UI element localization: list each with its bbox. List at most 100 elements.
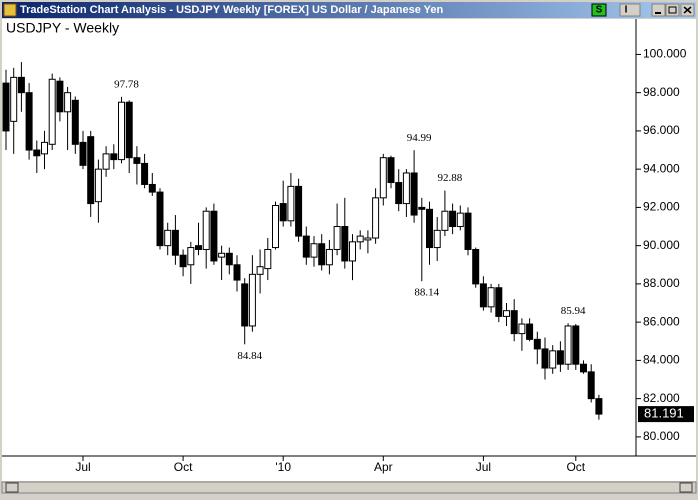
- candle-body: [456, 212, 464, 228]
- candle-body: [141, 162, 149, 185]
- price-annotation: 94.99: [407, 132, 432, 144]
- candle-body: [148, 183, 156, 193]
- candle-body: [479, 283, 487, 308]
- candle-body: [295, 185, 303, 237]
- candle-body: [349, 241, 356, 262]
- candle-body: [287, 185, 295, 222]
- candle-body: [379, 157, 387, 199]
- candle-body: [564, 325, 572, 365]
- candle-body: [264, 248, 272, 270]
- candle-body: [41, 141, 48, 155]
- candle-body: [318, 243, 326, 266]
- candle-body: [133, 157, 141, 164]
- y-tick-label: 84.000: [643, 353, 680, 367]
- candle-body: [410, 172, 418, 216]
- title-bar: [2, 2, 696, 18]
- price-annotation: 97.78: [114, 78, 139, 90]
- candle-body: [94, 168, 102, 203]
- price-annotation: 84.84: [237, 350, 262, 362]
- i-button-label: I: [625, 5, 628, 16]
- x-tick-label: Apr: [374, 460, 393, 474]
- candle-body: [487, 287, 495, 308]
- minimize-button[interactable]: [651, 3, 666, 17]
- candle-body: [549, 350, 557, 369]
- x-tick-label: Oct: [174, 460, 193, 474]
- candle-body: [418, 206, 426, 210]
- s-button-label: S: [596, 5, 603, 16]
- y-tick-label: 80.000: [643, 429, 680, 443]
- maximize-button[interactable]: [665, 3, 680, 17]
- candle-body: [71, 99, 79, 145]
- x-tick-label: '10: [275, 460, 291, 474]
- last-price-label: 81.191: [644, 406, 684, 421]
- y-tick-label: 88.000: [643, 276, 680, 290]
- close-icon: [683, 6, 692, 14]
- price-annotation: 85.94: [561, 305, 586, 317]
- candle-body: [64, 92, 72, 113]
- candle-body: [272, 204, 279, 249]
- candle-body: [25, 92, 33, 151]
- y-tick-label: 90.000: [643, 238, 680, 252]
- candle-body: [179, 254, 187, 268]
- candle-body: [10, 76, 18, 122]
- price-annotation: 88.14: [414, 287, 439, 299]
- candle-body: [195, 245, 202, 250]
- candle-body: [518, 323, 526, 335]
- candle-body: [580, 363, 587, 373]
- candle-body: [248, 273, 256, 327]
- candle-body: [595, 398, 603, 415]
- candle-body: [333, 226, 341, 250]
- candle-body: [241, 283, 249, 327]
- last-price-box: [638, 406, 694, 423]
- candle-body: [118, 101, 125, 161]
- y-tick-label: 92.000: [643, 200, 680, 214]
- candle-body: [449, 210, 457, 228]
- candle-body: [510, 310, 518, 335]
- scrollbar[interactable]: [1, 481, 697, 494]
- candle-body: [187, 247, 195, 266]
- candle-body: [33, 149, 41, 157]
- x-tick-label: Jul: [476, 460, 491, 474]
- window-title: TradeStation Chart Analysis - USDJPY Wee…: [20, 4, 444, 16]
- candle-body: [441, 210, 449, 231]
- candle-body: [218, 252, 226, 258]
- y-tick-label: 86.000: [643, 314, 680, 328]
- candle-body: [79, 141, 87, 166]
- candle-body: [102, 153, 110, 170]
- candle-body: [395, 182, 403, 205]
- y-tick-label: 100.000: [643, 47, 687, 61]
- candle-body: [572, 325, 580, 365]
- candle-body: [364, 237, 372, 241]
- i-button[interactable]: [619, 3, 641, 17]
- y-tick-label: 82.000: [643, 391, 680, 405]
- candle-body: [110, 153, 118, 161]
- candle-body: [356, 235, 364, 243]
- candle-body: [256, 266, 264, 275]
- y-tick-label: 94.000: [643, 161, 680, 175]
- candle-body: [279, 203, 287, 222]
- candle-body: [233, 264, 241, 281]
- scroll-right[interactable]: [679, 482, 693, 493]
- candle-body: [225, 252, 233, 266]
- x-tick-label: Jul: [75, 460, 90, 474]
- candle-body: [533, 338, 541, 350]
- candle-body: [526, 323, 534, 340]
- candle-body: [541, 348, 549, 369]
- candle-body: [556, 350, 564, 365]
- candle-body: [387, 157, 395, 184]
- candle-body: [402, 172, 410, 205]
- x-tick-label: Oct: [566, 460, 585, 474]
- y-tick-label: 98.000: [643, 85, 680, 99]
- candle-body: [503, 310, 510, 317]
- candle-body: [341, 226, 349, 262]
- candle-body: [48, 78, 56, 145]
- scroll-left[interactable]: [5, 482, 19, 493]
- app-icon: [3, 3, 17, 17]
- candle-body: [202, 210, 210, 250]
- candle-body: [2, 82, 10, 132]
- y-tick-label: 96.000: [643, 123, 680, 137]
- s-button[interactable]: [591, 3, 607, 17]
- candle-body: [325, 248, 333, 266]
- candle-body: [210, 210, 218, 262]
